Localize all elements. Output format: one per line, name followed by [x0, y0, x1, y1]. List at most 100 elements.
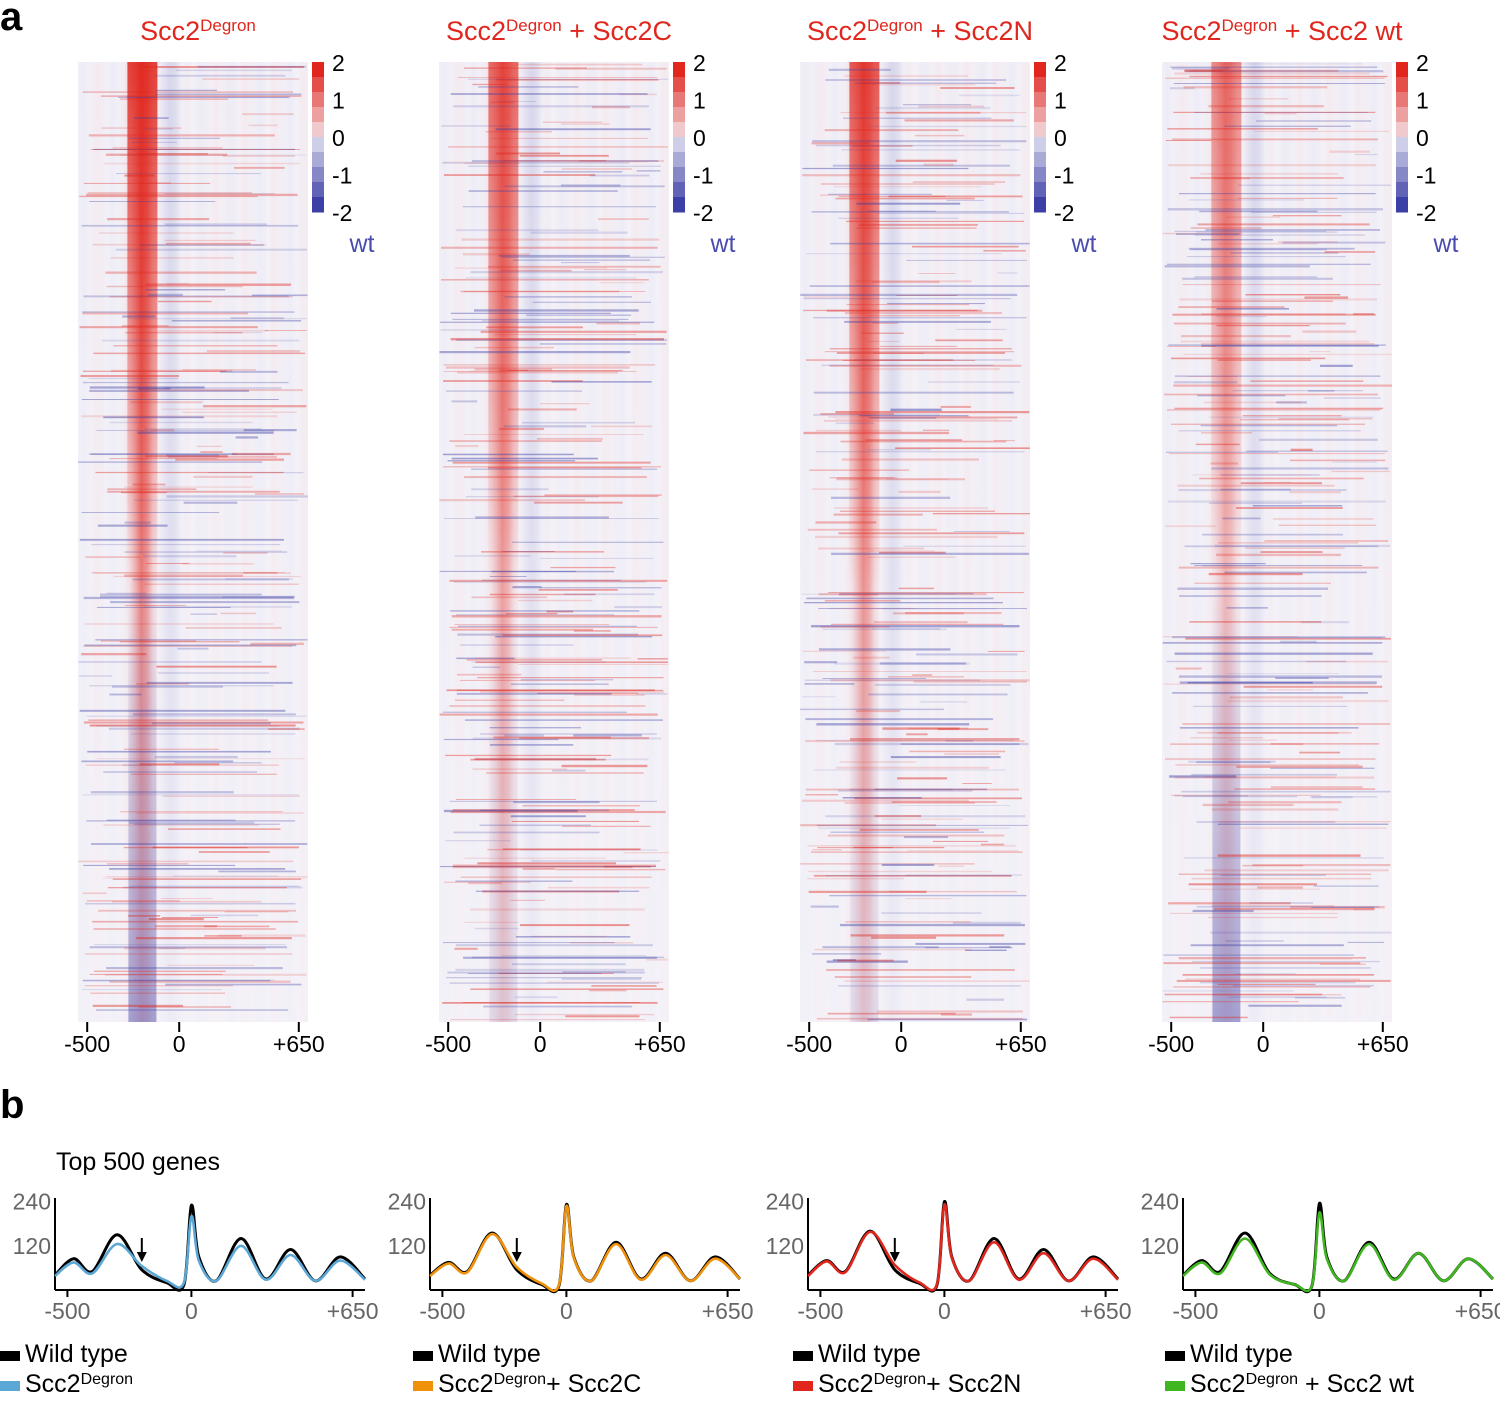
heatmap-row — [451, 615, 662, 618]
heatmap-row — [124, 521, 151, 524]
colorbar-segment — [1396, 77, 1408, 93]
heatmap-row — [1290, 459, 1386, 462]
heatmap-row — [519, 737, 649, 740]
heatmap-row — [480, 330, 667, 333]
heatmap-row — [500, 269, 572, 272]
heatmap-row — [452, 864, 657, 867]
heatmap-row — [138, 153, 209, 155]
heatmap-row — [1168, 902, 1291, 905]
heatmap-row — [131, 141, 177, 143]
heatmap-row — [804, 679, 980, 681]
colorbar-label: wt — [710, 230, 736, 258]
heatmap-row — [1178, 957, 1366, 959]
heatmap-row — [213, 332, 262, 334]
heatmap-row — [510, 899, 545, 901]
heatmap-row — [164, 223, 268, 226]
legend-swatch — [793, 1351, 813, 1361]
heatmap-row — [495, 128, 651, 131]
heatmap-row — [454, 624, 610, 626]
heatmap-row — [167, 964, 255, 966]
heatmap-row — [128, 915, 161, 917]
heatmap-row — [93, 148, 295, 150]
heatmap-row — [802, 174, 1021, 177]
heatmap-row — [882, 608, 997, 610]
heatmap-row — [1190, 737, 1263, 739]
heatmap-row — [854, 797, 1022, 800]
heatmap-row — [138, 389, 303, 392]
heatmap-row — [452, 461, 651, 464]
heatmap-row — [452, 866, 633, 869]
heatmap-row — [1254, 130, 1389, 132]
heatmap-row — [1179, 595, 1322, 597]
heatmap-row — [510, 683, 609, 685]
heatmap-row — [456, 614, 615, 616]
heatmap-row — [1245, 294, 1341, 296]
heatmap-row — [139, 763, 220, 766]
heatmap-row — [1178, 430, 1361, 432]
heatmap-row — [1188, 760, 1276, 763]
colorbar-segment — [1034, 152, 1046, 168]
x-tick-label: -500 — [797, 1298, 843, 1324]
heatmap-row — [196, 550, 282, 552]
heatmap-row — [604, 865, 652, 868]
heatmap-row — [820, 183, 995, 185]
heatmap-row — [95, 639, 308, 641]
heatmap-row — [938, 865, 965, 867]
heatmap-row — [850, 934, 1005, 937]
heatmap-row — [442, 942, 615, 944]
heatmap-row — [814, 948, 972, 951]
heatmap-row — [115, 248, 307, 251]
heatmap-row — [513, 495, 659, 498]
heatmap-row — [820, 413, 894, 416]
colorbar-segment — [1396, 167, 1408, 183]
heatmap-depletion — [850, 590, 879, 1022]
heatmap-row — [451, 457, 598, 460]
heatmap-row — [822, 628, 947, 631]
heatmap-row — [834, 976, 972, 978]
heatmap-row — [443, 364, 656, 366]
heatmap-row — [449, 440, 602, 442]
heatmap-row — [1177, 484, 1335, 487]
heatmap-row — [129, 137, 220, 139]
heatmap-row — [859, 829, 979, 831]
heatmap-row — [145, 289, 226, 291]
heatmap-row — [882, 727, 960, 730]
heatmap-row — [480, 809, 610, 812]
heatmap-row — [1169, 87, 1195, 90]
heatmap-row — [1234, 973, 1296, 975]
heatmap-row — [815, 451, 1025, 453]
heatmap-row — [140, 244, 264, 246]
heatmap-row — [154, 925, 218, 928]
heatmap-row — [835, 411, 1030, 414]
heatmap-row — [1229, 98, 1289, 100]
heatmap-row — [831, 623, 1004, 625]
heatmap-row — [443, 466, 661, 468]
heatmap-row — [520, 849, 658, 851]
heatmap-row — [442, 1002, 658, 1004]
heatmap-row — [89, 389, 249, 392]
heatmap-row — [235, 436, 259, 439]
heatmap-row — [927, 381, 1020, 383]
heatmap-row — [138, 182, 171, 184]
heatmap-row — [453, 581, 647, 583]
heatmap-fade — [1162, 62, 1392, 1022]
heatmap-row — [877, 1010, 1023, 1013]
heatmap-row — [1354, 154, 1378, 156]
heatmap-row — [940, 1013, 972, 1016]
legend-swatch — [413, 1351, 433, 1361]
heatmap-row — [836, 352, 1006, 354]
colorbar-label: wt — [1071, 230, 1097, 258]
heatmap-panel: Scc2Degron 2 1 0 -1 -2 wt -500 0 +650 — [64, 16, 374, 1058]
heatmap-row — [469, 370, 620, 372]
heatmap-row — [809, 469, 909, 471]
heatmap-row — [573, 629, 611, 632]
heatmap-row — [800, 293, 1018, 296]
heatmap-row — [805, 718, 994, 721]
heatmap-row — [520, 924, 630, 927]
heatmap-row — [90, 843, 308, 845]
heatmap-row — [197, 65, 307, 68]
heatmap-row — [503, 425, 587, 428]
x-tick-label: -500 — [1172, 1298, 1218, 1324]
heatmap-row — [449, 579, 668, 582]
